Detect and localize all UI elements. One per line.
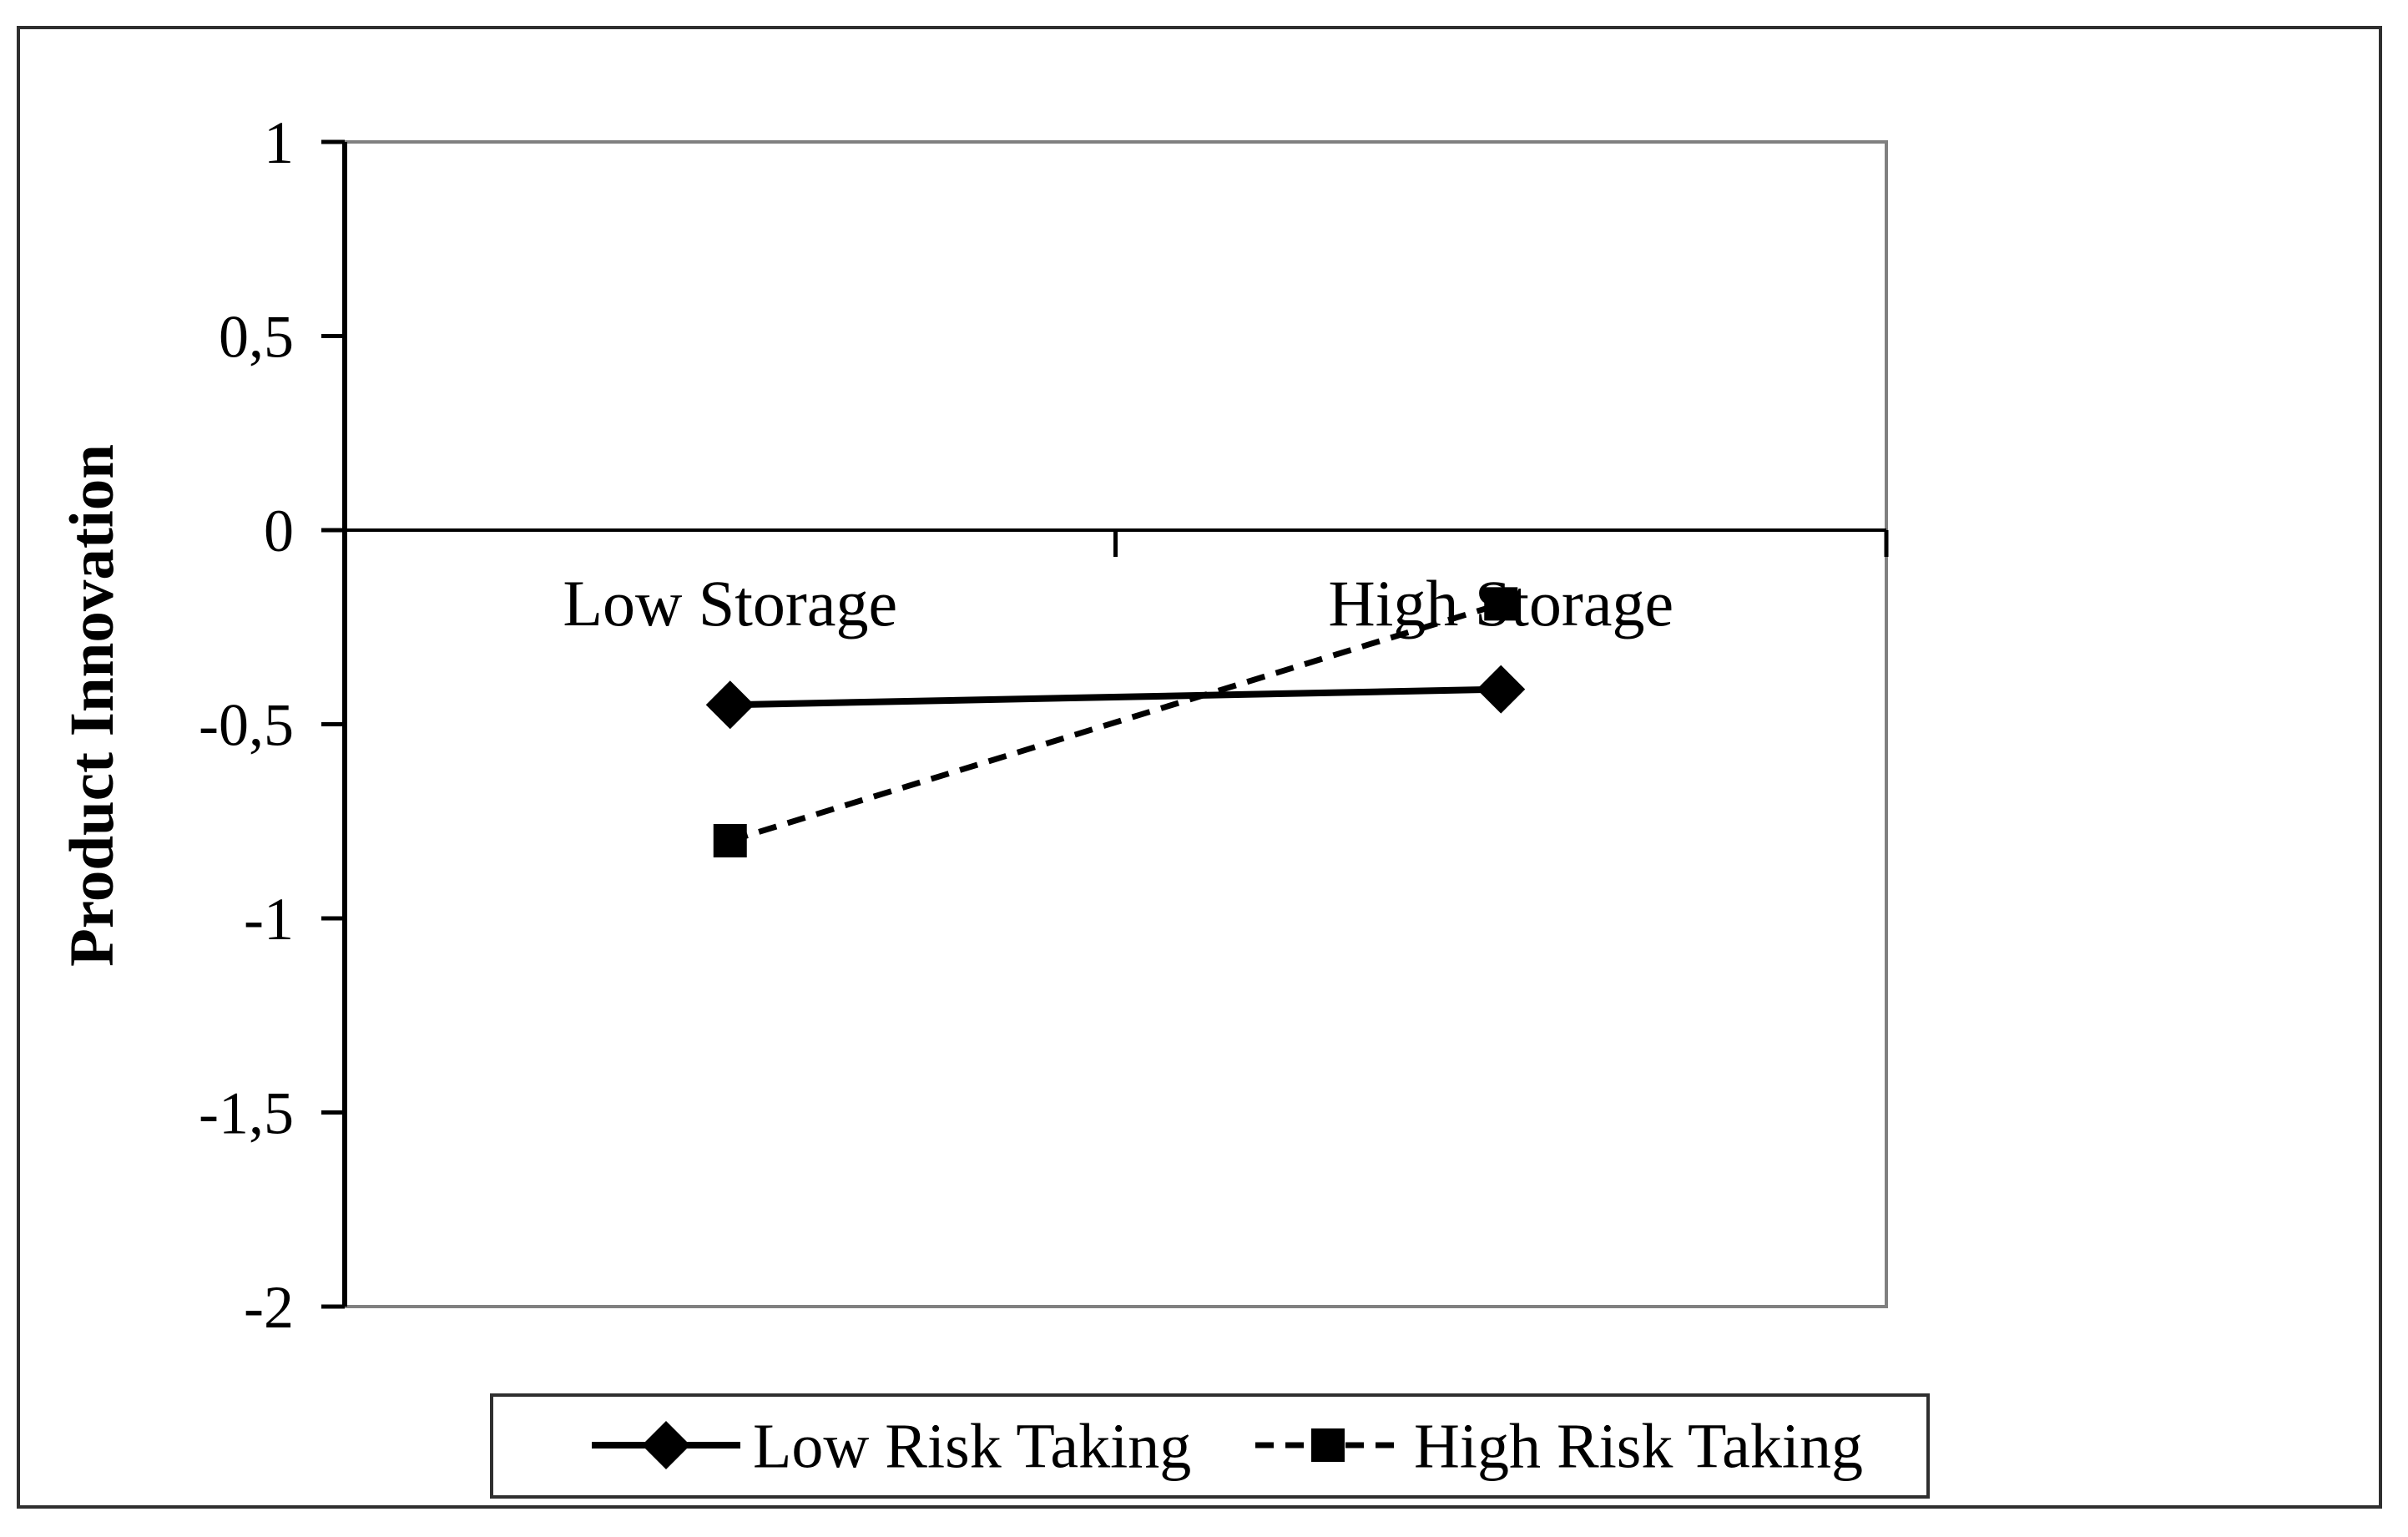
y-axis-tick-labels: 1 0,5 0 -0,5 -1 -1,5 -2 [199,109,294,1341]
diamond-marker [1477,665,1526,714]
series-low-risk-taking [705,665,1526,730]
legend-label-high-risk-taking: High Risk Taking [1414,1412,1863,1482]
y-tick-label: -0,5 [199,692,294,759]
y-tick-label: 0,5 [219,304,294,371]
y-tick-label: 0 [264,498,294,564]
legend: Low Risk Taking High Risk Taking [490,1393,1930,1499]
square-marker [1484,587,1518,621]
legend-label-low-risk-taking: Low Risk Taking [753,1412,1191,1482]
y-axis [321,139,347,1309]
series-line-solid [729,685,1502,709]
series-high-risk-taking [713,587,1518,857]
square-marker [713,824,747,857]
series-plot-group [705,587,1526,857]
diamond-marker [705,680,755,730]
legend-diamond-marker [642,1421,690,1469]
series-line-dashed [729,601,1502,844]
legend-samples [592,1421,1401,1469]
legend-square-marker [1311,1428,1345,1462]
y-tick-label: -1,5 [199,1080,294,1147]
figure-border [17,26,2382,1509]
y-axis-title: Product Innovation [58,444,127,967]
y-tick-label: 1 [264,109,294,176]
y-tick-label: -1 [244,886,294,953]
category-labels: Low Storage High Storage [563,567,1673,640]
x-axis-zero-line [342,528,1889,557]
category-label-low-storage: Low Storage [563,567,897,640]
y-tick-label: -2 [244,1274,294,1341]
